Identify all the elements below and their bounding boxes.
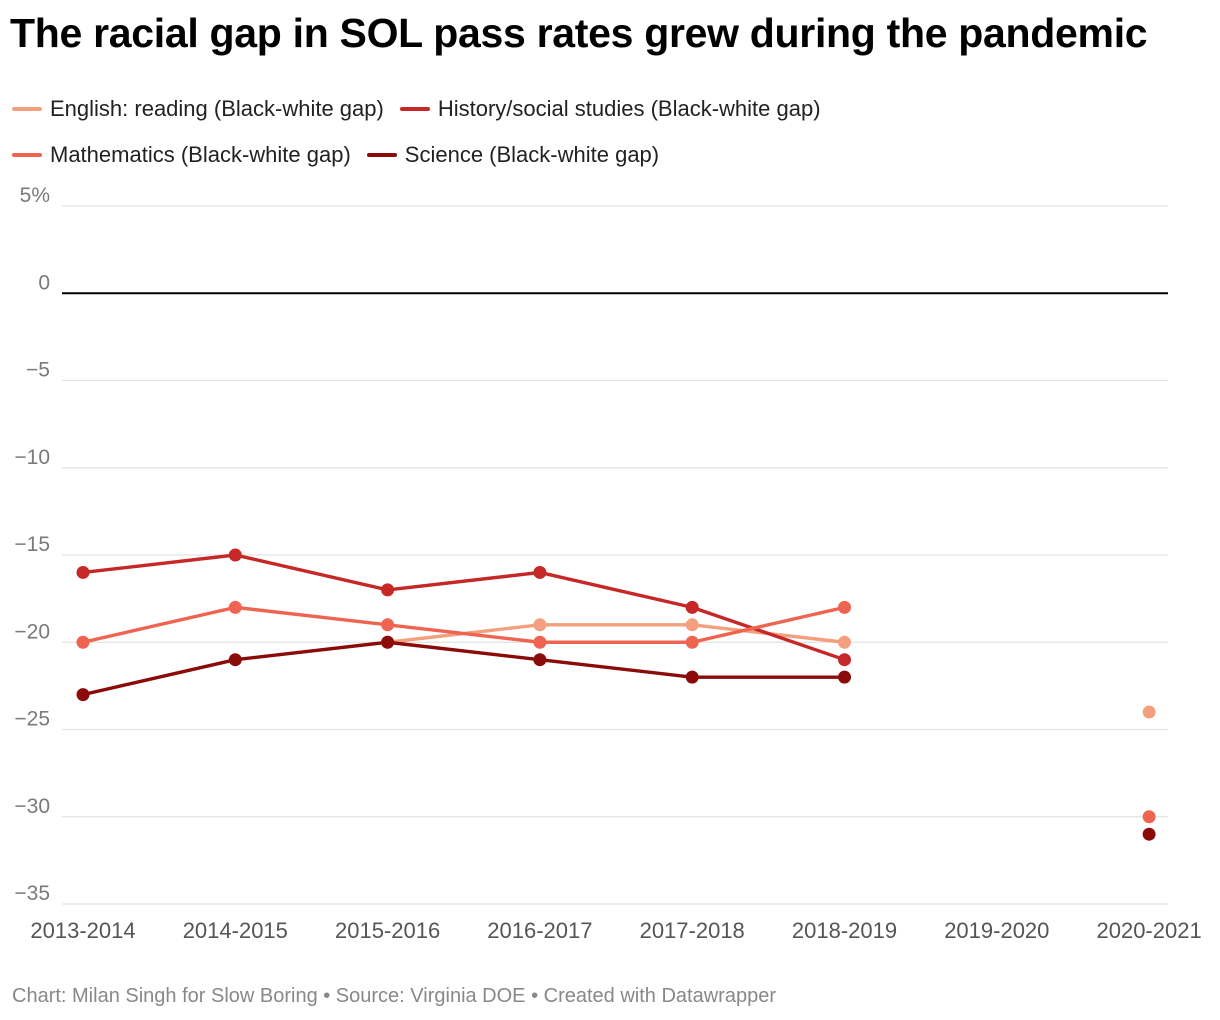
y-tick-label: 5%	[20, 184, 50, 207]
y-tick-label: −30	[14, 795, 50, 818]
x-tick-label: 2014-2015	[183, 918, 288, 943]
y-tick-label: −15	[14, 533, 50, 556]
data-point-3-5	[838, 670, 851, 684]
legend-label-history: History/social studies (Black-white gap)	[437, 96, 821, 121]
series-line-3	[81, 640, 847, 697]
data-point-2-1	[228, 600, 242, 614]
x-tick-label: 2018-2019	[792, 918, 897, 943]
legend-swatch-math	[12, 153, 42, 157]
y-tick-label: −25	[14, 708, 50, 731]
data-point-0-4	[685, 618, 699, 632]
x-tick-label: 2016-2017	[487, 918, 592, 943]
y-tick-label: −10	[14, 446, 50, 469]
legend-swatch-science	[366, 153, 397, 157]
data-point-2-3	[533, 635, 547, 649]
data-point-1-1	[228, 548, 242, 562]
data-point-2-7	[1142, 810, 1156, 824]
data-point-2-4	[685, 635, 699, 649]
x-tick-label: 2013-2014	[30, 918, 135, 943]
data-point-3-0	[76, 688, 90, 702]
data-point-2-2	[381, 618, 395, 632]
series-line-1	[81, 553, 847, 662]
legend: English: reading (Black-white gap) Histo…	[12, 86, 1212, 178]
data-point-3-1	[228, 653, 242, 667]
legend-item-history: History/social studies (Black-white gap)	[399, 96, 821, 122]
chart-footer: Chart: Milan Singh for Slow Boring • Sou…	[12, 985, 776, 1007]
x-tick-label: 2019-2020	[944, 918, 1049, 943]
data-point-2-5	[838, 600, 851, 614]
y-tick-label: −20	[14, 620, 50, 643]
line-chart: 5% 0 −5 −10 −15 −20 −25 −30 −35 2013-2014 2014-201…	[14, 184, 1201, 943]
y-tick-label: 0	[38, 271, 50, 294]
y-tick-label: −35	[14, 882, 50, 905]
data-point-0-7	[1142, 705, 1156, 719]
data-point-1-0	[76, 565, 90, 579]
legend-row-2: Mathematics (Black-white gap) Science (B…	[12, 132, 1212, 178]
x-tick-label: 2017-2018	[640, 918, 745, 943]
data-point-1-4	[685, 600, 699, 614]
data-point-0-5	[838, 635, 851, 649]
legend-row-1: English: reading (Black-white gap) Histo…	[12, 86, 1212, 132]
legend-swatch-history	[399, 107, 430, 111]
data-point-3-3	[533, 653, 547, 667]
legend-label-math: Mathematics (Black-white gap)	[50, 142, 351, 167]
legend-item-science: Science (Black-white gap)	[366, 142, 660, 168]
series-line-2	[81, 605, 847, 644]
data-point-3-4	[685, 670, 699, 684]
data-point-1-2	[381, 583, 395, 597]
data-point-3-7	[1142, 827, 1156, 841]
legend-item-math: Mathematics (Black-white gap)	[12, 142, 351, 168]
x-tick-label: 2020-2021	[1096, 918, 1201, 943]
data-point-0-3	[533, 618, 547, 632]
x-tick-label: 2015-2016	[335, 918, 440, 943]
data-point-3-2	[381, 635, 395, 649]
legend-swatch-english	[12, 107, 42, 111]
chart-title: The racial gap in SOL pass rates grew du…	[10, 10, 1148, 56]
legend-label-english: English: reading (Black-white gap)	[50, 96, 384, 121]
legend-label-science: Science (Black-white gap)	[404, 142, 660, 167]
data-point-1-3	[533, 565, 547, 579]
y-tick-label: −5	[26, 359, 50, 382]
data-point-2-0	[76, 635, 90, 649]
data-point-1-5	[838, 653, 851, 667]
legend-item-english: English: reading (Black-white gap)	[12, 96, 384, 122]
